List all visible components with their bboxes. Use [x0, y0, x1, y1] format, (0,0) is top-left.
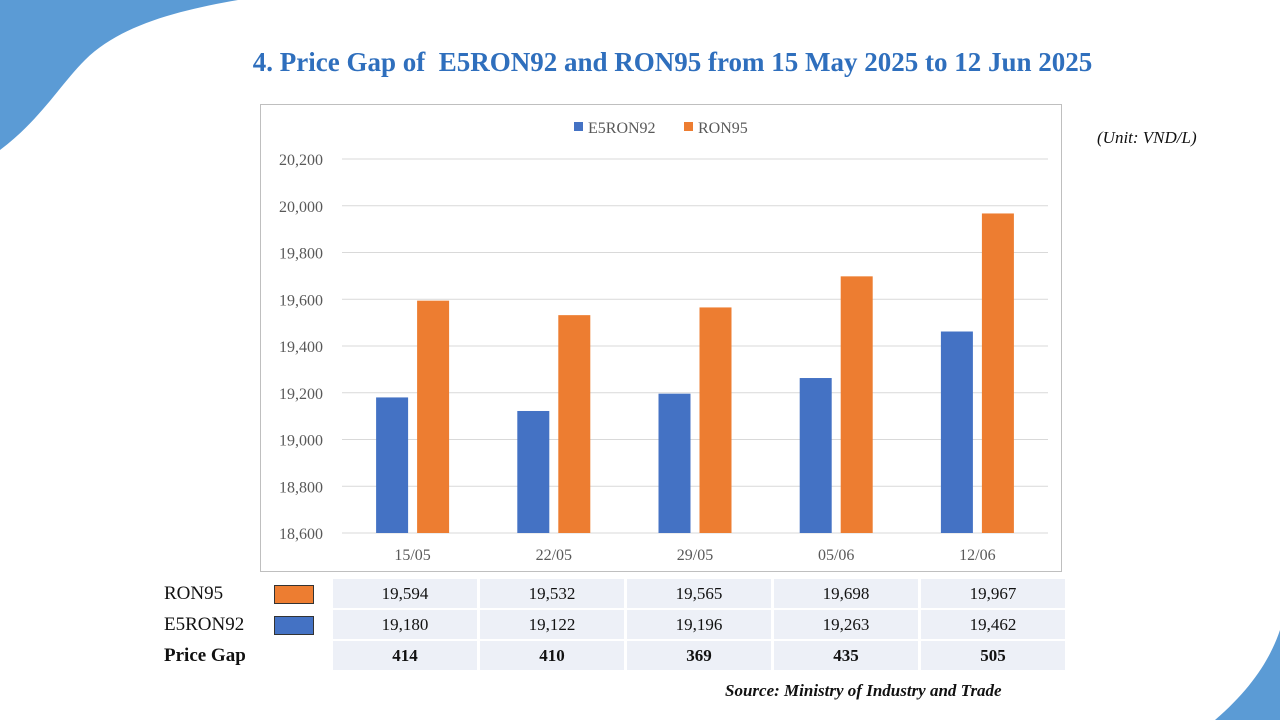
row-label: RON95	[164, 582, 224, 604]
y-tick-label: 20,000	[279, 199, 323, 216]
table-cell: 19,263	[771, 609, 920, 640]
table-cell: 435	[771, 640, 920, 671]
color-swatch	[274, 615, 314, 635]
y-tick-label: 20,200	[279, 152, 323, 169]
bar-e5ron92	[658, 393, 691, 533]
table-cell: 369	[624, 640, 773, 671]
y-tick-label: 19,400	[279, 339, 323, 356]
x-tick-label: 12/06	[959, 547, 995, 564]
table-cell: 19,594	[330, 579, 479, 609]
x-tick-label: 29/05	[677, 547, 713, 564]
source-note: Source: Ministry of Industry and Trade	[725, 681, 1002, 700]
bar-ron95	[417, 300, 450, 533]
table-row: Price Gap 414 410 369 435 505	[162, 640, 1065, 671]
y-tick-label: 18,800	[279, 479, 323, 496]
legend-swatch-cell	[268, 640, 332, 671]
y-tick-label: 19,200	[279, 386, 323, 403]
table-cell: 505	[918, 640, 1065, 671]
chart-container: 18,600 18,800 19,000 19,200 19,400 19,600 19,8…	[260, 104, 1062, 572]
bar-e5ron92	[376, 397, 409, 533]
bar-ron95	[840, 276, 873, 533]
table-cell: 19,462	[918, 609, 1065, 640]
bottom-right-wave-shape	[1215, 630, 1280, 720]
legend-swatch-ron95	[684, 122, 693, 131]
table-row: E5RON92 19,180 19,122 19,196 19,263 19,462	[162, 609, 1065, 640]
row-label: Price Gap	[164, 644, 246, 666]
bar-ron95	[981, 213, 1014, 533]
table-cell: 19,698	[771, 579, 920, 609]
row-label: E5RON92	[164, 613, 245, 635]
y-tick-label: 19,600	[279, 292, 323, 309]
table-row: RON95 19,594 19,532 19,565 19,698 19,967	[162, 579, 1065, 609]
legend-label-e5ron92: E5RON92	[588, 120, 656, 137]
legend-swatch-cell	[268, 579, 332, 609]
price-table: RON95 19,594 19,532 19,565 19,698 19,967 E5RON…	[162, 579, 1065, 672]
table-cell: 19,967	[918, 579, 1065, 609]
x-tick-label: 05/06	[818, 547, 854, 564]
legend-swatch-e5ron92	[574, 122, 583, 131]
color-swatch	[274, 584, 314, 604]
table-cell: 19,122	[477, 609, 626, 640]
table-cell: 410	[477, 640, 626, 671]
x-tick-label: 22/05	[536, 547, 572, 564]
y-tick-label: 18,600	[279, 526, 323, 543]
bar-ron95	[558, 315, 591, 533]
y-tick-label: 19,000	[279, 433, 323, 450]
y-tick-label: 19,800	[279, 246, 323, 263]
bar-e5ron92	[799, 378, 832, 533]
legend-label-ron95: RON95	[698, 120, 748, 137]
bar-e5ron92	[517, 410, 550, 533]
table-cell: 19,532	[477, 579, 626, 609]
page-title: 4. Price Gap of E5RON92 and RON95 from 1…	[252, 47, 1093, 77]
x-tick-label: 15/05	[394, 547, 430, 564]
bar-chart: 18,600 18,800 19,000 19,200 19,400 19,600 19,8…	[279, 120, 1048, 564]
bar-e5ron92	[940, 331, 973, 533]
table-cell: 414	[330, 640, 479, 671]
unit-label: (Unit: VND/L)	[1097, 128, 1197, 147]
table-cell: 19,180	[330, 609, 479, 640]
legend-swatch-cell	[268, 609, 332, 640]
bar-ron95	[699, 307, 732, 533]
table-cell: 19,565	[624, 579, 773, 609]
table-cell: 19,196	[624, 609, 773, 640]
top-left-wave-shape	[0, 0, 238, 150]
